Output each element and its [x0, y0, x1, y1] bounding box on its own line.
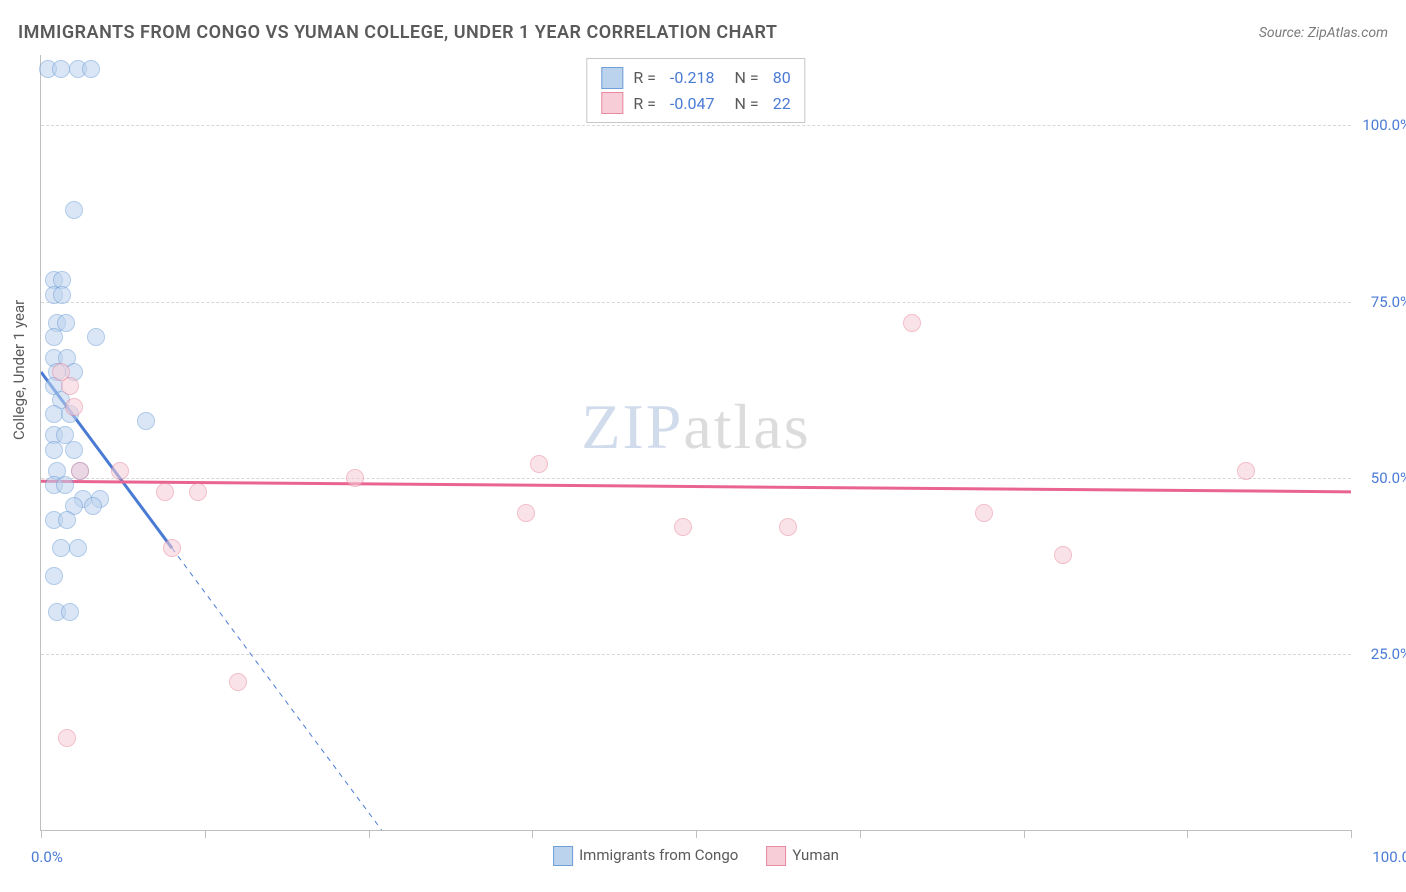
data-point: [517, 504, 535, 522]
data-point: [53, 286, 71, 304]
chart-title: IMMIGRANTS FROM CONGO VS YUMAN COLLEGE, …: [18, 22, 777, 43]
gridline: [41, 478, 1351, 479]
legend-row: R =-0.047N =22: [601, 91, 790, 117]
data-point: [674, 518, 692, 536]
x-tick: [1351, 830, 1352, 838]
data-point: [229, 673, 247, 691]
data-point: [61, 603, 79, 621]
data-point: [779, 518, 797, 536]
data-point: [189, 483, 207, 501]
data-point: [61, 377, 79, 395]
data-point: [530, 455, 548, 473]
gridline: [41, 654, 1351, 655]
x-tick: [205, 830, 206, 838]
data-point: [903, 314, 921, 332]
y-tick-label: 50.0%: [1356, 469, 1406, 487]
correlation-legend: R =-0.218N =80R =-0.047N =22: [586, 58, 805, 123]
x-tick: [1187, 830, 1188, 838]
x-tick: [41, 830, 42, 838]
x-axis-min-label: 0.0%: [31, 848, 63, 866]
data-point: [56, 476, 74, 494]
data-point: [45, 441, 63, 459]
data-point: [87, 328, 105, 346]
data-point: [346, 469, 364, 487]
data-point: [45, 328, 63, 346]
data-point: [52, 539, 70, 557]
x-tick: [696, 830, 697, 838]
data-point: [65, 398, 83, 416]
series-legend: Immigrants from Congo Yuman: [553, 846, 839, 866]
y-tick-label: 75.0%: [1356, 293, 1406, 311]
data-point: [58, 511, 76, 529]
x-tick: [532, 830, 533, 838]
gridline: [41, 125, 1351, 126]
y-tick-label: 25.0%: [1356, 645, 1406, 663]
data-point: [137, 412, 155, 430]
x-tick: [860, 830, 861, 838]
y-axis-label: College, Under 1 year: [10, 300, 28, 440]
data-point: [52, 60, 70, 78]
data-point: [1237, 462, 1255, 480]
watermark-text: ZIPatlas: [581, 390, 810, 464]
legend-item: Yuman: [766, 846, 839, 866]
data-point: [111, 462, 129, 480]
data-point: [65, 441, 83, 459]
data-point: [82, 60, 100, 78]
gridline: [41, 302, 1351, 303]
y-tick-label: 100.0%: [1356, 116, 1406, 134]
data-point: [65, 201, 83, 219]
data-point: [156, 483, 174, 501]
x-tick: [369, 830, 370, 838]
x-tick: [1024, 830, 1025, 838]
data-point: [69, 539, 87, 557]
legend-item: Immigrants from Congo: [553, 846, 738, 866]
data-point: [163, 539, 181, 557]
chart-plot-area: ZIPatlas R =-0.218N =80R =-0.047N =22 Im…: [40, 55, 1351, 831]
data-point: [1054, 546, 1072, 564]
source-attribution: Source: ZipAtlas.com: [1259, 25, 1388, 41]
data-point: [45, 567, 63, 585]
data-point: [71, 462, 89, 480]
data-point: [84, 497, 102, 515]
data-point: [975, 504, 993, 522]
data-point: [58, 729, 76, 747]
legend-row: R =-0.218N =80: [601, 65, 790, 91]
x-axis-max-label: 100.0%: [1372, 848, 1406, 866]
